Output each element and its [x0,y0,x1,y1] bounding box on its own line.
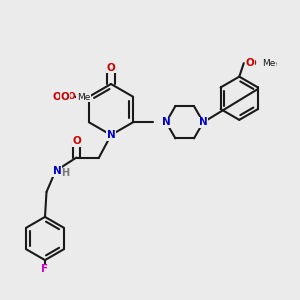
Text: N: N [106,130,116,140]
Text: N: N [52,166,62,176]
Text: O: O [106,62,116,73]
Text: Me: Me [263,59,277,68]
Text: F: F [41,264,49,274]
Text: Me: Me [77,93,90,102]
Text: N: N [162,117,170,127]
Text: N: N [199,117,208,127]
Text: O: O [248,59,256,68]
Text: O: O [61,92,69,102]
Text: O: O [67,92,75,101]
Text: O: O [245,58,254,68]
Text: O: O [67,92,75,101]
Text: Me: Me [262,59,276,68]
Text: O: O [72,136,81,146]
Text: O: O [52,92,61,102]
Text: H: H [61,168,69,178]
